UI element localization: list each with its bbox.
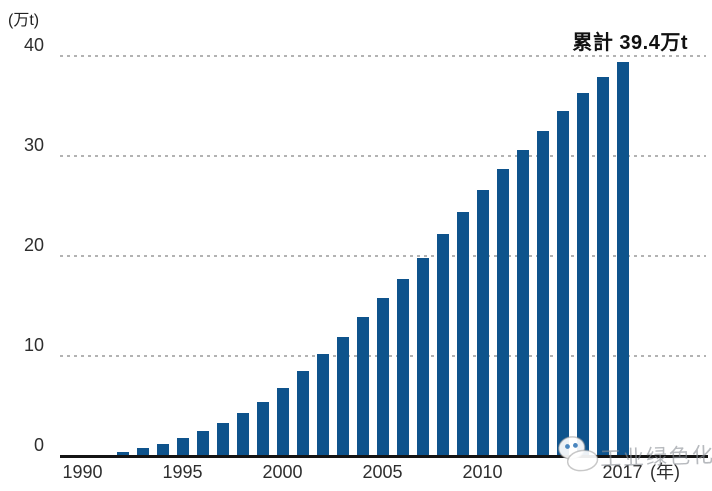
y-tick-label-0: 0 — [33, 435, 44, 455]
y-tick-label-10: 10 — [23, 335, 44, 355]
bar-2003 — [336, 337, 349, 456]
x-tick-label-1990: 1990 — [62, 462, 103, 482]
bar-2000 — [276, 388, 289, 456]
bar-2012 — [516, 150, 529, 456]
x-axis-unit-label: (年) — [650, 462, 680, 482]
bar-1994 — [156, 444, 169, 456]
bar-2017 — [616, 62, 629, 456]
x-tick-label-2010: 2010 — [462, 462, 503, 482]
gridline-40 — [60, 55, 706, 57]
bar-2013 — [536, 131, 549, 456]
bar-2015 — [576, 93, 589, 456]
y-axis-unit-label: (万t) — [8, 12, 40, 29]
gridline-30 — [60, 155, 706, 157]
bar-2005 — [376, 298, 389, 456]
y-tick-label-40: 40 — [23, 35, 44, 55]
bar-1997 — [216, 423, 229, 456]
bar-2016 — [596, 77, 609, 456]
x-axis-line — [60, 455, 708, 458]
bar-2001 — [296, 371, 309, 456]
x-tick-label-2005: 2005 — [362, 462, 403, 482]
bar-1992 — [116, 452, 129, 456]
y-tick-label-20: 20 — [23, 235, 44, 255]
bar-1999 — [256, 402, 269, 456]
gridline-20 — [60, 255, 706, 257]
bar-1998 — [236, 413, 249, 456]
bar-1993 — [136, 448, 149, 456]
bar-2006 — [396, 279, 409, 456]
x-tick-label-2000: 2000 — [262, 462, 303, 482]
cumulative-total-annotation: 累計 39.4万t — [572, 32, 688, 54]
x-tick-label-2017: 2017 — [602, 462, 643, 482]
x-tick-label-1995: 1995 — [162, 462, 203, 482]
bar-1995 — [176, 438, 189, 456]
bar-2010 — [476, 190, 489, 456]
bar-2009 — [456, 212, 469, 456]
bar-1996 — [196, 431, 209, 456]
bar-2011 — [496, 169, 509, 456]
bar-2002 — [316, 354, 329, 456]
bar-2007 — [416, 258, 429, 456]
bar-2008 — [436, 234, 449, 456]
y-tick-label-30: 30 — [23, 135, 44, 155]
bar-2014 — [556, 111, 569, 456]
bar-2004 — [356, 317, 369, 456]
